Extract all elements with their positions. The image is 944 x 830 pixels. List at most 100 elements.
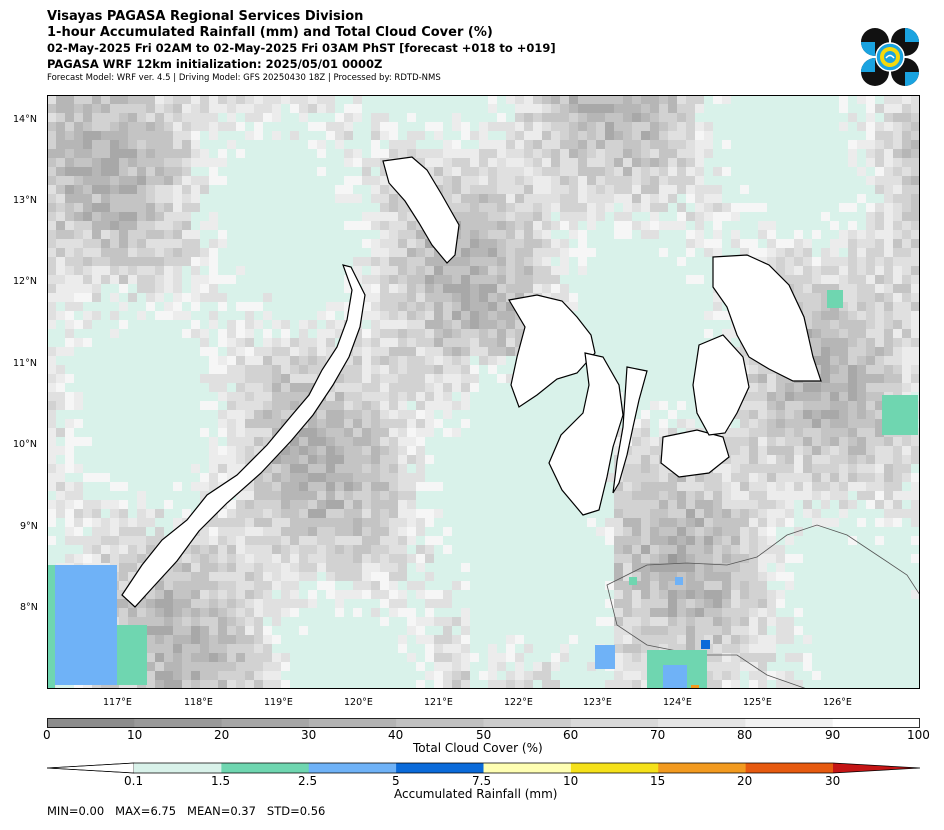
cloud-cell: [551, 248, 560, 257]
cloud-cell: [785, 275, 794, 284]
cloud-cell: [848, 419, 857, 428]
cloud-cell: [389, 374, 398, 383]
cloud-cell: [776, 257, 785, 266]
cloud-cell: [146, 284, 155, 293]
cloud-cell: [290, 392, 299, 401]
cloud-cell: [812, 266, 821, 275]
cloud-cell: [704, 518, 713, 527]
cloud-cell: [704, 581, 713, 590]
cloud-cell: [227, 473, 236, 482]
cloud-cell: [245, 491, 254, 500]
cloud-cell: [434, 338, 443, 347]
cloud-cell: [803, 239, 812, 248]
cloud-cell: [695, 140, 704, 149]
cloud-cell: [146, 608, 155, 617]
cloud-cell: [245, 500, 254, 509]
cloud-cell: [398, 212, 407, 221]
cloud-cell: [56, 212, 65, 221]
cloud-cell: [398, 428, 407, 437]
cloud-cell: [650, 563, 659, 572]
cloud-cell: [605, 536, 614, 545]
cloud-cell: [650, 212, 659, 221]
cloud-cell: [686, 176, 695, 185]
cloud-cell: [731, 329, 740, 338]
cloud-cell: [614, 545, 623, 554]
cloud-cell: [335, 446, 344, 455]
cloud-cell: [452, 167, 461, 176]
cloud-cell: [263, 374, 272, 383]
cloud-cell: [164, 662, 173, 671]
cloud-cell: [731, 473, 740, 482]
cloud-cell: [299, 455, 308, 464]
cloud-cell: [254, 383, 263, 392]
cloud-cell: [722, 473, 731, 482]
cloud-cell: [551, 680, 560, 689]
cloud-cell: [182, 95, 191, 104]
cloud-cell: [461, 653, 470, 662]
cloud-cell: [875, 212, 884, 221]
cloud-cell: [416, 428, 425, 437]
cloud-cell: [677, 644, 686, 653]
cloud-cell: [83, 257, 92, 266]
cloud-cell: [380, 365, 389, 374]
cloud-cell: [731, 653, 740, 662]
cloud-cell: [110, 194, 119, 203]
cloud-cell: [875, 491, 884, 500]
cloud-cell: [353, 527, 362, 536]
cloud-cell: [686, 131, 695, 140]
cloud-cell: [74, 266, 83, 275]
cloud-cell: [587, 167, 596, 176]
cloud-cell: [110, 500, 119, 509]
cloud-cell: [506, 221, 515, 230]
cloud-cell: [389, 149, 398, 158]
cloud-cell: [110, 140, 119, 149]
cloud-cell: [641, 446, 650, 455]
cloud-cell: [506, 167, 515, 176]
cloud-cell: [668, 545, 677, 554]
cloud-cell: [632, 455, 641, 464]
cloud-cell: [254, 95, 263, 104]
cloud-cell: [191, 239, 200, 248]
cloud-cell: [173, 266, 182, 275]
cloud-cell: [812, 428, 821, 437]
cloud-cell: [776, 446, 785, 455]
cloud-cell: [677, 500, 686, 509]
cloud-cell: [542, 203, 551, 212]
cloud-cell: [605, 149, 614, 158]
cloud-cell: [164, 167, 173, 176]
cloud-cell: [641, 419, 650, 428]
cloud-cell: [65, 500, 74, 509]
cloud-cell: [362, 329, 371, 338]
cloud-cell: [461, 221, 470, 230]
cloud-cell: [416, 383, 425, 392]
cloud-cell: [389, 221, 398, 230]
cloud-cell: [560, 194, 569, 203]
cloud-cell: [110, 149, 119, 158]
cloud-cell: [866, 230, 875, 239]
cloud-cell: [722, 617, 731, 626]
cloud-cell: [65, 275, 74, 284]
cloud-cell: [74, 491, 83, 500]
cloud-cell: [371, 392, 380, 401]
cloud-cell: [659, 113, 668, 122]
cloud-cell: [362, 563, 371, 572]
cloud-cell: [839, 239, 848, 248]
cloud-cell: [218, 644, 227, 653]
cloud-cell: [470, 347, 479, 356]
cloud-cell: [731, 680, 740, 689]
cloud-cell: [470, 194, 479, 203]
cloud-cell: [542, 275, 551, 284]
cloud-cell: [542, 662, 551, 671]
cloud-cell: [839, 410, 848, 419]
cloud-cell: [884, 284, 893, 293]
cloud-cell: [848, 275, 857, 284]
cloud-cell: [713, 248, 722, 257]
cloud-cell: [821, 374, 830, 383]
cloud-cell: [245, 572, 254, 581]
cloud-cell: [425, 347, 434, 356]
cloud-cell: [497, 275, 506, 284]
cloud-cell: [614, 176, 623, 185]
cloud-cell: [263, 473, 272, 482]
cloud-cell: [857, 338, 866, 347]
cloud-cell: [344, 383, 353, 392]
